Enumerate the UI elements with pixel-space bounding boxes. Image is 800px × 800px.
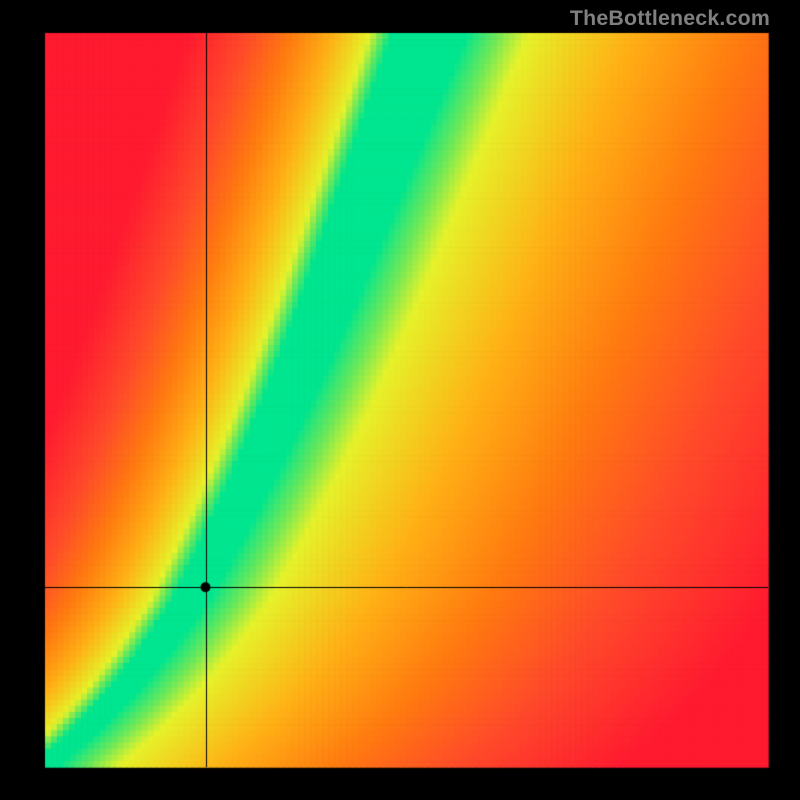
attribution-label: TheBottleneck.com	[570, 6, 770, 31]
chart-container: TheBottleneck.com	[0, 0, 800, 800]
bottleneck-heatmap	[0, 0, 800, 800]
